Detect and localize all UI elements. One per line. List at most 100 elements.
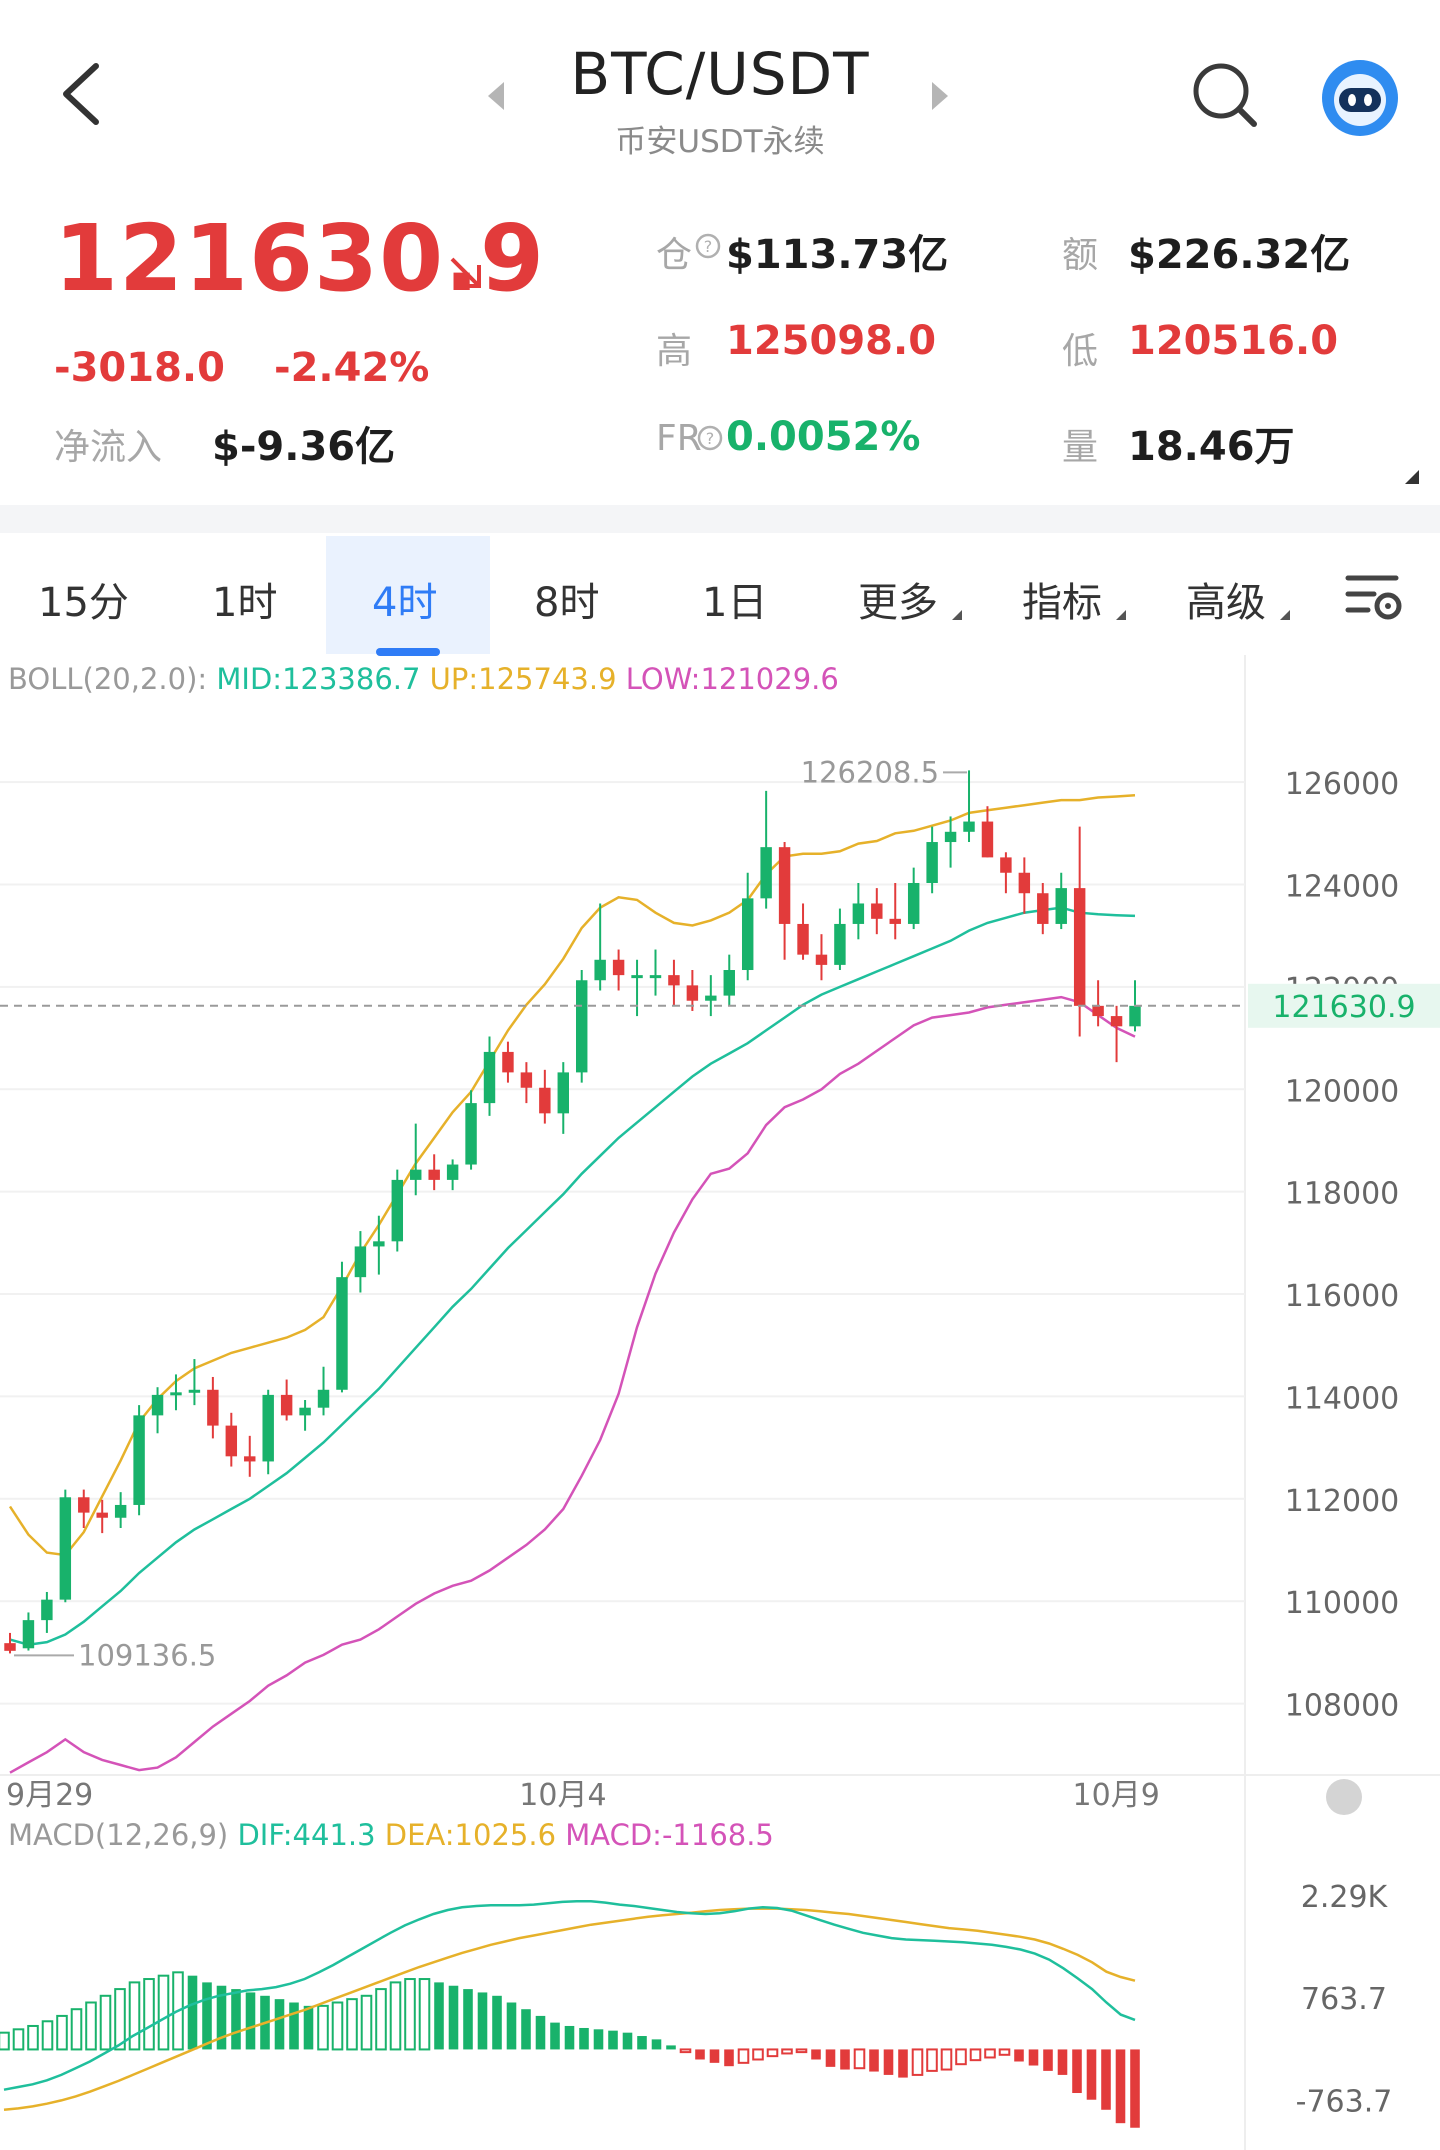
candle-body[interactable] xyxy=(96,1512,108,1518)
macd-histogram-bar xyxy=(360,1994,373,2051)
candle-body[interactable] xyxy=(668,975,680,986)
candle-body[interactable] xyxy=(133,1415,145,1505)
volume-value: 18.46万 xyxy=(1128,424,1295,470)
candle-body[interactable] xyxy=(1129,1005,1141,1027)
candle-body[interactable] xyxy=(114,1504,127,1518)
pair-title[interactable]: BTC/USDT xyxy=(570,40,870,108)
candle-body[interactable] xyxy=(317,1389,330,1408)
candle-body[interactable] xyxy=(705,995,717,1001)
candle-body[interactable] xyxy=(1110,1016,1123,1027)
candle-body[interactable] xyxy=(373,1241,385,1247)
candle-body[interactable] xyxy=(502,1051,514,1073)
search-icon[interactable] xyxy=(1190,60,1260,130)
macd-histogram-bar xyxy=(766,2048,779,2058)
macd-histogram-bar xyxy=(245,1992,256,2050)
candle-body[interactable] xyxy=(539,1087,551,1114)
tab-indicators[interactable]: 指标 xyxy=(1022,580,1102,626)
candle-body[interactable] xyxy=(797,923,809,955)
candle-body[interactable] xyxy=(170,1392,182,1396)
candle-body[interactable] xyxy=(41,1599,53,1621)
candle-body[interactable] xyxy=(852,903,865,924)
open-interest-label: 仓 xyxy=(656,235,693,276)
candle-body[interactable] xyxy=(834,923,846,965)
candle-body[interactable] xyxy=(1000,857,1012,873)
candle-body[interactable] xyxy=(22,1620,35,1649)
candle-body[interactable] xyxy=(1073,888,1086,1006)
tab-15m[interactable]: 15分 xyxy=(38,580,129,626)
candle-body[interactable] xyxy=(1018,872,1031,894)
tab-1h[interactable]: 1时 xyxy=(212,580,278,626)
candle-body[interactable] xyxy=(446,1164,459,1180)
help-icon[interactable]: ? xyxy=(694,232,722,260)
tab-8h[interactable]: 8时 xyxy=(534,580,600,626)
candle-body[interactable] xyxy=(428,1169,440,1180)
candle-body[interactable] xyxy=(557,1072,569,1114)
kline-chart[interactable]: 1260001240001220001200001180001160001140… xyxy=(0,655,1440,2150)
tab-more[interactable]: 更多 xyxy=(858,580,938,626)
candle-body[interactable] xyxy=(594,959,606,981)
candle-body[interactable] xyxy=(354,1246,367,1278)
candle-body[interactable] xyxy=(686,985,699,1001)
price-change: -3018.0 xyxy=(54,345,225,391)
price-axis-label: 124000 xyxy=(1285,870,1400,905)
candle-body[interactable] xyxy=(963,821,975,832)
reset-zoom-icon[interactable] xyxy=(1326,1779,1362,1815)
candle-body[interactable] xyxy=(576,980,588,1073)
candle-body[interactable] xyxy=(889,918,901,924)
candle-body[interactable] xyxy=(907,882,920,924)
tab-advanced[interactable]: 高级 xyxy=(1186,580,1266,626)
macd-histogram-bar xyxy=(911,2048,924,2076)
candle-body[interactable] xyxy=(741,898,754,971)
macd-histogram-bar xyxy=(0,2031,10,2051)
next-pair-icon[interactable] xyxy=(932,82,948,110)
candle-body[interactable] xyxy=(151,1394,164,1416)
prev-pair-icon[interactable] xyxy=(488,82,504,110)
candle-body[interactable] xyxy=(262,1394,274,1462)
help-icon[interactable]: ? xyxy=(696,424,724,452)
svg-text:?: ? xyxy=(704,237,713,256)
candle-body[interactable] xyxy=(612,959,625,976)
candle-body[interactable] xyxy=(926,842,938,883)
candle-body[interactable] xyxy=(1092,1005,1104,1017)
back-chevron-icon[interactable] xyxy=(52,58,112,128)
candle-body[interactable] xyxy=(981,821,994,858)
chart-settings-icon[interactable] xyxy=(1344,570,1406,626)
macd-histogram-bar xyxy=(303,2005,314,2050)
candle-body[interactable] xyxy=(778,847,791,924)
tab-1d[interactable]: 1日 xyxy=(702,580,768,626)
candle-body[interactable] xyxy=(520,1072,533,1088)
candle-body[interactable] xyxy=(188,1389,201,1393)
candle-body[interactable] xyxy=(336,1277,348,1390)
candle-body[interactable] xyxy=(244,1456,256,1462)
candle-body[interactable] xyxy=(280,1394,293,1416)
candle-body[interactable] xyxy=(225,1425,238,1457)
candle-body[interactable] xyxy=(944,831,957,843)
tab-4h[interactable]: 4时 xyxy=(372,580,438,626)
candle-body[interactable] xyxy=(59,1497,72,1600)
candle-body[interactable] xyxy=(723,970,735,996)
candle-body[interactable] xyxy=(410,1169,422,1180)
max-price-label: 126208.5 xyxy=(801,755,939,789)
candle-body[interactable] xyxy=(1037,893,1049,924)
candle-body[interactable] xyxy=(207,1389,219,1426)
robot-assistant-icon[interactable] xyxy=(1320,58,1400,138)
macd-histogram-bar xyxy=(579,2027,589,2050)
macd-histogram-bar xyxy=(463,1989,473,2050)
candle-body[interactable] xyxy=(815,954,828,965)
candle-body[interactable] xyxy=(391,1179,404,1242)
candle-body[interactable] xyxy=(760,847,772,899)
candle-body[interactable] xyxy=(299,1407,311,1416)
macd-histogram-bar xyxy=(521,2009,531,2050)
candle-body[interactable] xyxy=(649,975,662,979)
candle-body[interactable] xyxy=(483,1051,496,1104)
candle-body[interactable] xyxy=(1055,888,1067,924)
candle-body[interactable] xyxy=(78,1497,90,1513)
expand-corner-icon[interactable] xyxy=(1405,470,1419,484)
macd-histogram-bar xyxy=(128,1981,141,2051)
candle-body[interactable] xyxy=(465,1103,477,1165)
candle-body[interactable] xyxy=(4,1643,16,1651)
candle-body[interactable] xyxy=(631,975,643,979)
macd-histogram-bar xyxy=(1101,2049,1111,2110)
macd-histogram-bar xyxy=(477,1992,488,2050)
candle-body[interactable] xyxy=(871,903,883,919)
